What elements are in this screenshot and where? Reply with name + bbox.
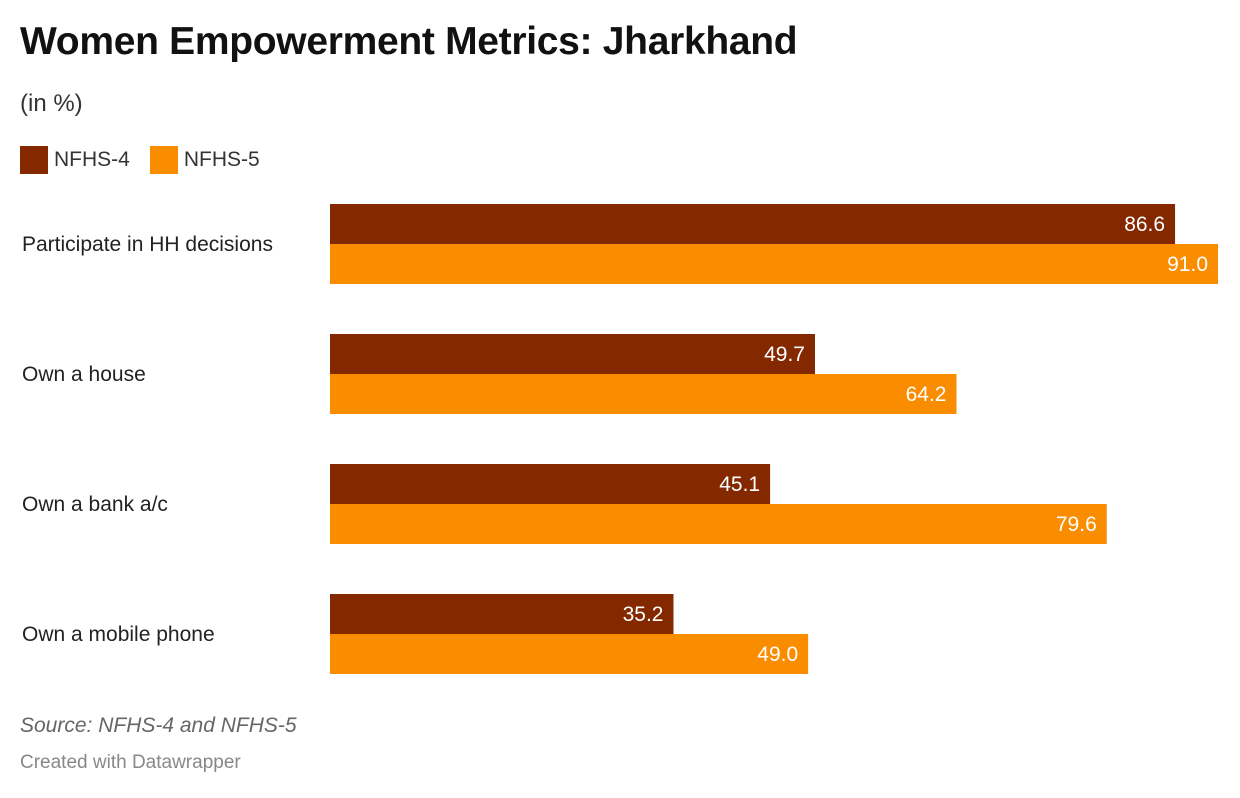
value-label-nfhs-5-own-a-mobile-phone: 49.0 <box>757 643 798 666</box>
legend-swatch-nfhs5 <box>149 146 178 174</box>
value-label-nfhs-4-own-a-mobile-phone: 35.2 <box>623 603 664 626</box>
legend: NFHS-4 NFHS-5 <box>20 146 280 174</box>
category-label-own-a-mobile-phone: Own a mobile phone <box>22 623 215 646</box>
category-label-own-a-bank-a-c: Own a bank a/c <box>22 493 168 516</box>
value-label-nfhs-4-participate-in-hh-decisions: 86.6 <box>1124 213 1165 236</box>
value-label-nfhs-5-participate-in-hh-decisions: 91.0 <box>1167 253 1208 276</box>
category-label-own-a-house: Own a house <box>22 363 146 386</box>
bar-nfhs-5-participate-in-hh-decisions <box>330 244 1218 284</box>
value-label-nfhs-4-own-a-bank-a-c: 45.1 <box>719 473 760 496</box>
bar-nfhs-4-own-a-house <box>330 334 815 374</box>
legend-label-nfhs5: NFHS-5 <box>183 148 260 171</box>
bar-nfhs-4-own-a-mobile-phone <box>330 594 674 634</box>
bar-nfhs-4-participate-in-hh-decisions <box>330 204 1176 244</box>
legend-item-nfhs5: NFHS-5 <box>149 146 260 174</box>
bar-nfhs-5-own-a-bank-a-c <box>330 504 1107 544</box>
value-label-nfhs-5-own-a-house: 64.2 <box>906 383 947 406</box>
bar-nfhs-5-own-a-mobile-phone <box>330 634 809 674</box>
bar-chart: Participate in HH decisions 86.691.0 Own a… <box>22 204 1218 674</box>
chart-subtitle: (in %) <box>20 90 83 117</box>
source-note: Source: NFHS-4 and NFHS-5 <box>20 714 297 737</box>
chart-title: Women Empowerment Metrics: Jharkhand <box>20 20 798 63</box>
category-label-participate-in-hh-decisions: Participate in HH decisions <box>22 233 273 256</box>
legend-item-nfhs4: NFHS-4 <box>20 146 130 174</box>
bar-nfhs-5-own-a-house <box>330 374 957 414</box>
value-label-nfhs-4-own-a-house: 49.7 <box>764 343 805 366</box>
credit-note: Created with Datawrapper <box>20 752 241 773</box>
value-label-nfhs-5-own-a-bank-a-c: 79.6 <box>1056 513 1097 536</box>
legend-swatch-nfhs4 <box>20 146 48 174</box>
legend-label-nfhs4: NFHS-4 <box>54 148 130 171</box>
bar-nfhs-4-own-a-bank-a-c <box>330 464 771 504</box>
